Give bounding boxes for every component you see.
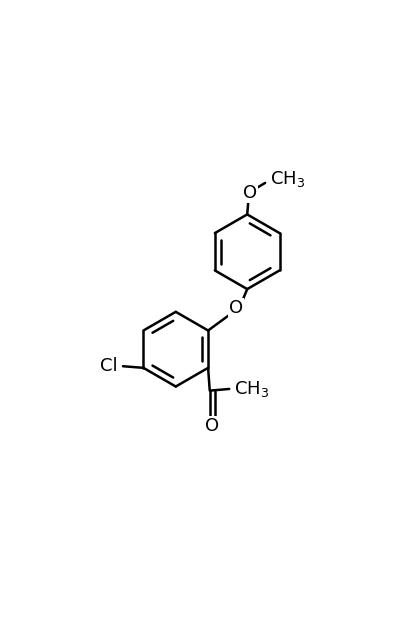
Text: O: O xyxy=(205,417,220,435)
Text: Cl: Cl xyxy=(100,357,117,375)
Text: O: O xyxy=(243,184,258,202)
Text: O: O xyxy=(229,299,243,317)
Text: CH$_3$: CH$_3$ xyxy=(270,169,305,189)
Text: CH$_3$: CH$_3$ xyxy=(234,379,269,399)
